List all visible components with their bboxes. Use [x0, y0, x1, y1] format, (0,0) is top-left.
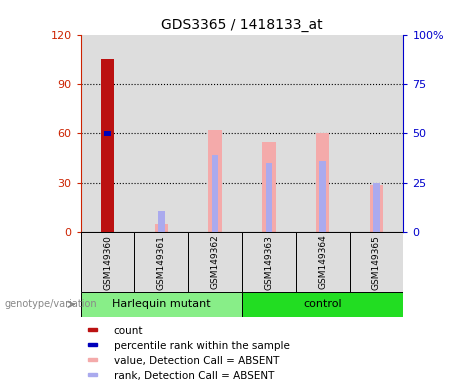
Bar: [188, 35, 242, 232]
Bar: [81, 232, 135, 292]
Bar: [266, 163, 272, 232]
Bar: [370, 185, 383, 232]
Text: percentile rank within the sample: percentile rank within the sample: [114, 341, 290, 351]
Bar: [242, 232, 296, 292]
Text: value, Detection Call = ABSENT: value, Detection Call = ABSENT: [114, 356, 279, 366]
Bar: [81, 292, 242, 317]
Bar: [81, 35, 135, 232]
Bar: [212, 155, 219, 232]
Bar: [296, 232, 349, 292]
Bar: [88, 343, 97, 346]
Title: GDS3365 / 1418133_at: GDS3365 / 1418133_at: [161, 18, 323, 32]
Bar: [104, 131, 111, 136]
Bar: [316, 134, 330, 232]
Bar: [296, 35, 349, 232]
Text: GSM149365: GSM149365: [372, 235, 381, 290]
Bar: [88, 358, 97, 361]
Bar: [135, 232, 188, 292]
Text: control: control: [303, 299, 342, 310]
Bar: [349, 232, 403, 292]
Bar: [188, 232, 242, 292]
Text: rank, Detection Call = ABSENT: rank, Detection Call = ABSENT: [114, 371, 274, 381]
Bar: [88, 373, 97, 376]
Bar: [154, 224, 168, 232]
Bar: [242, 292, 403, 317]
Text: Harlequin mutant: Harlequin mutant: [112, 299, 211, 310]
Text: GSM149361: GSM149361: [157, 235, 166, 290]
Bar: [349, 35, 403, 232]
Bar: [158, 211, 165, 232]
Text: count: count: [114, 326, 143, 336]
Text: GSM149363: GSM149363: [265, 235, 273, 290]
Bar: [319, 161, 326, 232]
Bar: [135, 35, 188, 232]
Text: GSM149364: GSM149364: [318, 235, 327, 290]
Bar: [262, 142, 276, 232]
Text: GSM149360: GSM149360: [103, 235, 112, 290]
Bar: [101, 59, 114, 232]
Text: GSM149362: GSM149362: [211, 235, 219, 290]
Text: genotype/variation: genotype/variation: [5, 299, 97, 310]
Bar: [208, 130, 222, 232]
Bar: [242, 35, 296, 232]
Bar: [373, 183, 380, 232]
Bar: [88, 328, 97, 331]
